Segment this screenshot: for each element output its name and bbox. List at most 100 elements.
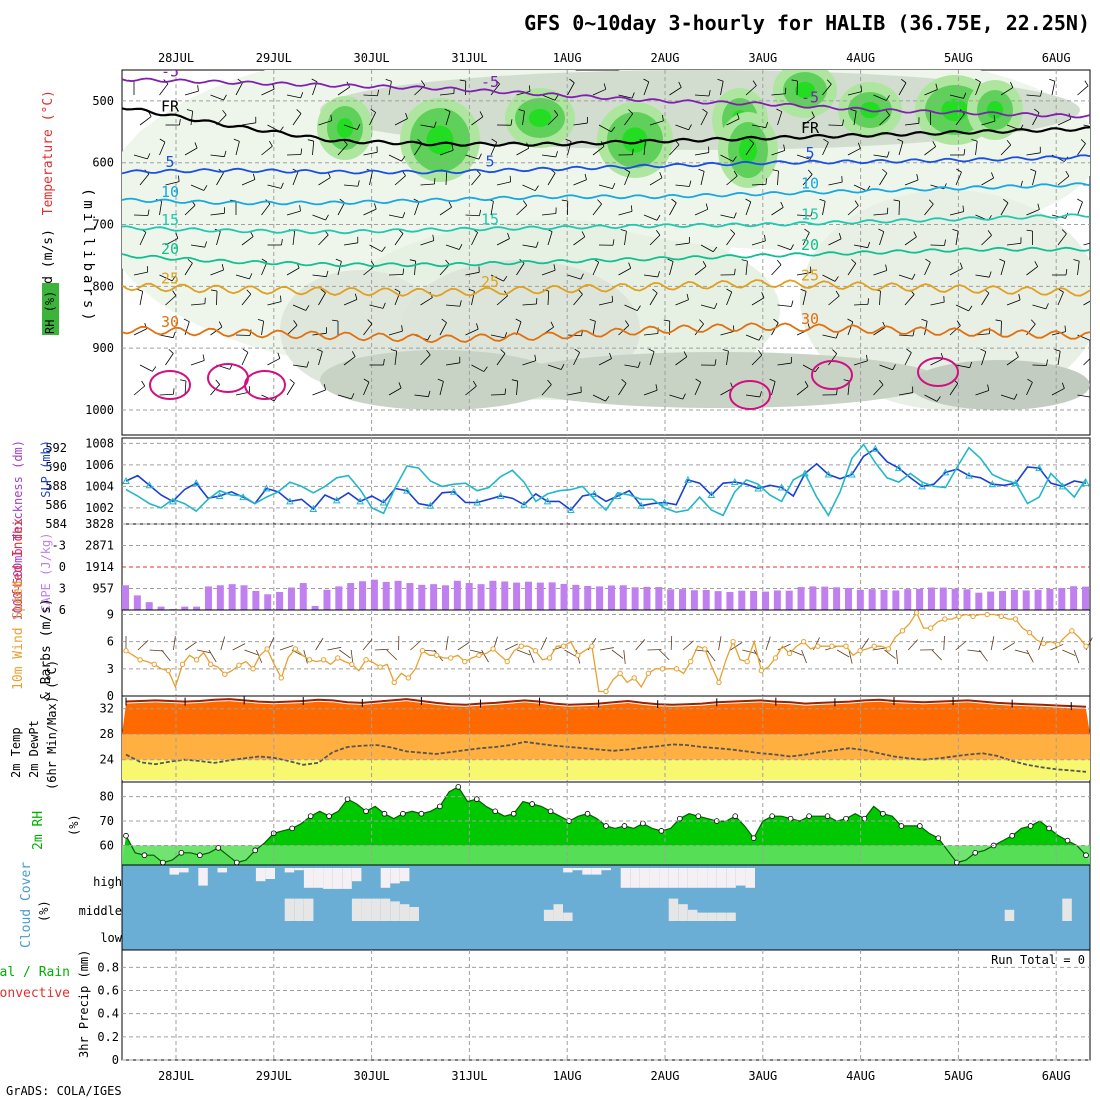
wind-barb-flag: [662, 114, 664, 121]
wind-barb: [879, 291, 881, 306]
wind-barb-flag: [578, 289, 583, 295]
wind-barb: [592, 88, 606, 96]
wind-barb-flag: [630, 205, 633, 212]
wind-barb: [1026, 94, 1041, 97]
wind10-barb: [315, 637, 324, 651]
wind10-barb: [765, 636, 771, 651]
wind-barb-flag: [277, 352, 281, 359]
wind-barb: [516, 381, 519, 396]
wind-barb-flag: [1027, 378, 1033, 383]
wind-barb: [445, 244, 460, 250]
cape-bar: [323, 589, 331, 610]
cape-bar: [287, 587, 295, 610]
wind-barb: [420, 124, 435, 128]
isotherm-line: [122, 213, 1090, 235]
wind-barb-flag: [249, 273, 253, 280]
wind-barb: [261, 261, 268, 276]
wind10-barb: [742, 649, 756, 654]
rh-region-90: [528, 109, 552, 127]
wind-barb-flag: [204, 241, 207, 248]
wind-barb-flag: [741, 259, 748, 262]
wind-barb-flag: [683, 351, 688, 357]
wind10-barb: [540, 637, 548, 651]
wind-barb-flag: [547, 379, 552, 385]
cape-bar: [963, 589, 971, 610]
cape-tick: 3828: [85, 517, 114, 531]
wind-barb: [853, 244, 868, 249]
cape-tick: 1914: [85, 560, 114, 574]
cloud-high-bar: [716, 868, 727, 888]
wind10-marker: [843, 643, 849, 649]
li-ylabel: Lifted Index: [11, 518, 26, 612]
wind-barb: [777, 244, 791, 251]
wind-barb: [465, 271, 480, 276]
wind-barb: [184, 321, 190, 336]
thickness-marker: [754, 484, 763, 492]
wind10-marker: [151, 661, 157, 668]
rh2m-marker: [437, 803, 443, 810]
wind-barb: [873, 94, 887, 101]
wind-barb-flag: [726, 288, 732, 293]
wind-barb: [159, 141, 166, 156]
wind-barb: [726, 291, 733, 306]
cape-bar: [797, 587, 805, 610]
wind-barb-flag: [757, 350, 763, 356]
cloud-high-bar: [659, 868, 669, 888]
precip-y-ticks: 0 0.2 0.4 0.6 0.8: [97, 960, 119, 1067]
wind-barb: [159, 393, 174, 396]
wind-barb: [924, 89, 938, 96]
wind-barb-flag: [152, 366, 157, 372]
wind-barb: [751, 240, 766, 246]
wind-barb-flag: [1013, 393, 1018, 400]
thickness-marker: [145, 481, 154, 489]
wind-barb-flag: [776, 108, 783, 113]
wind-barb: [363, 323, 373, 336]
cape-bar: [442, 585, 449, 610]
wind-barb: [745, 394, 760, 398]
wind-barb: [700, 304, 715, 310]
wind-barb: [720, 81, 724, 96]
wind-barb: [292, 364, 307, 368]
precip-tick: 0.2: [97, 1030, 119, 1044]
wind10-marker: [575, 652, 581, 658]
rh2m-marker: [344, 796, 351, 802]
wind-barb: [649, 120, 664, 126]
wind-barb-flag: [956, 320, 961, 326]
wind-barb-flag: [885, 110, 890, 116]
rh2m-marker: [806, 813, 812, 819]
rh2m-marker: [510, 810, 517, 817]
wind-barb-flag: [1080, 139, 1086, 144]
wind-barb: [1051, 388, 1065, 396]
wind-barb-flag: [952, 229, 959, 232]
thickness-marker: [262, 484, 271, 492]
wind-barb-flag: [1090, 335, 1093, 340]
wind-barb: [981, 177, 994, 186]
date-label-top: 6AUG: [1042, 51, 1071, 65]
wind-barb-flag: [906, 348, 912, 353]
wind-barb: [873, 270, 887, 276]
wind-barb: [904, 352, 912, 366]
wind-barb: [1032, 112, 1040, 126]
cape-bar: [1058, 587, 1066, 610]
wind-barb: [439, 264, 450, 276]
wind-barb: [802, 174, 813, 186]
cape-bar: [335, 586, 343, 610]
wind-barb-flag: [1097, 122, 1099, 128]
wind-barb: [369, 171, 373, 186]
cape-bar: [1082, 586, 1089, 610]
wind-barb: [1000, 261, 1006, 276]
wind-barb-flag: [1049, 78, 1056, 82]
wind-barb: [1077, 143, 1086, 156]
wind-barb: [1077, 261, 1080, 276]
thickness-marker: [965, 471, 973, 479]
wind-barb: [184, 147, 198, 156]
wind-barb: [598, 301, 613, 306]
wind-barb-flag: [916, 174, 919, 181]
cape-bar: [133, 595, 141, 610]
wind-barb-flag: [370, 260, 375, 267]
wind-barb: [726, 351, 729, 366]
wind-barb: [261, 88, 275, 96]
precip-tick: 0.6: [97, 984, 119, 998]
wind-barb-flag: [1073, 259, 1080, 262]
